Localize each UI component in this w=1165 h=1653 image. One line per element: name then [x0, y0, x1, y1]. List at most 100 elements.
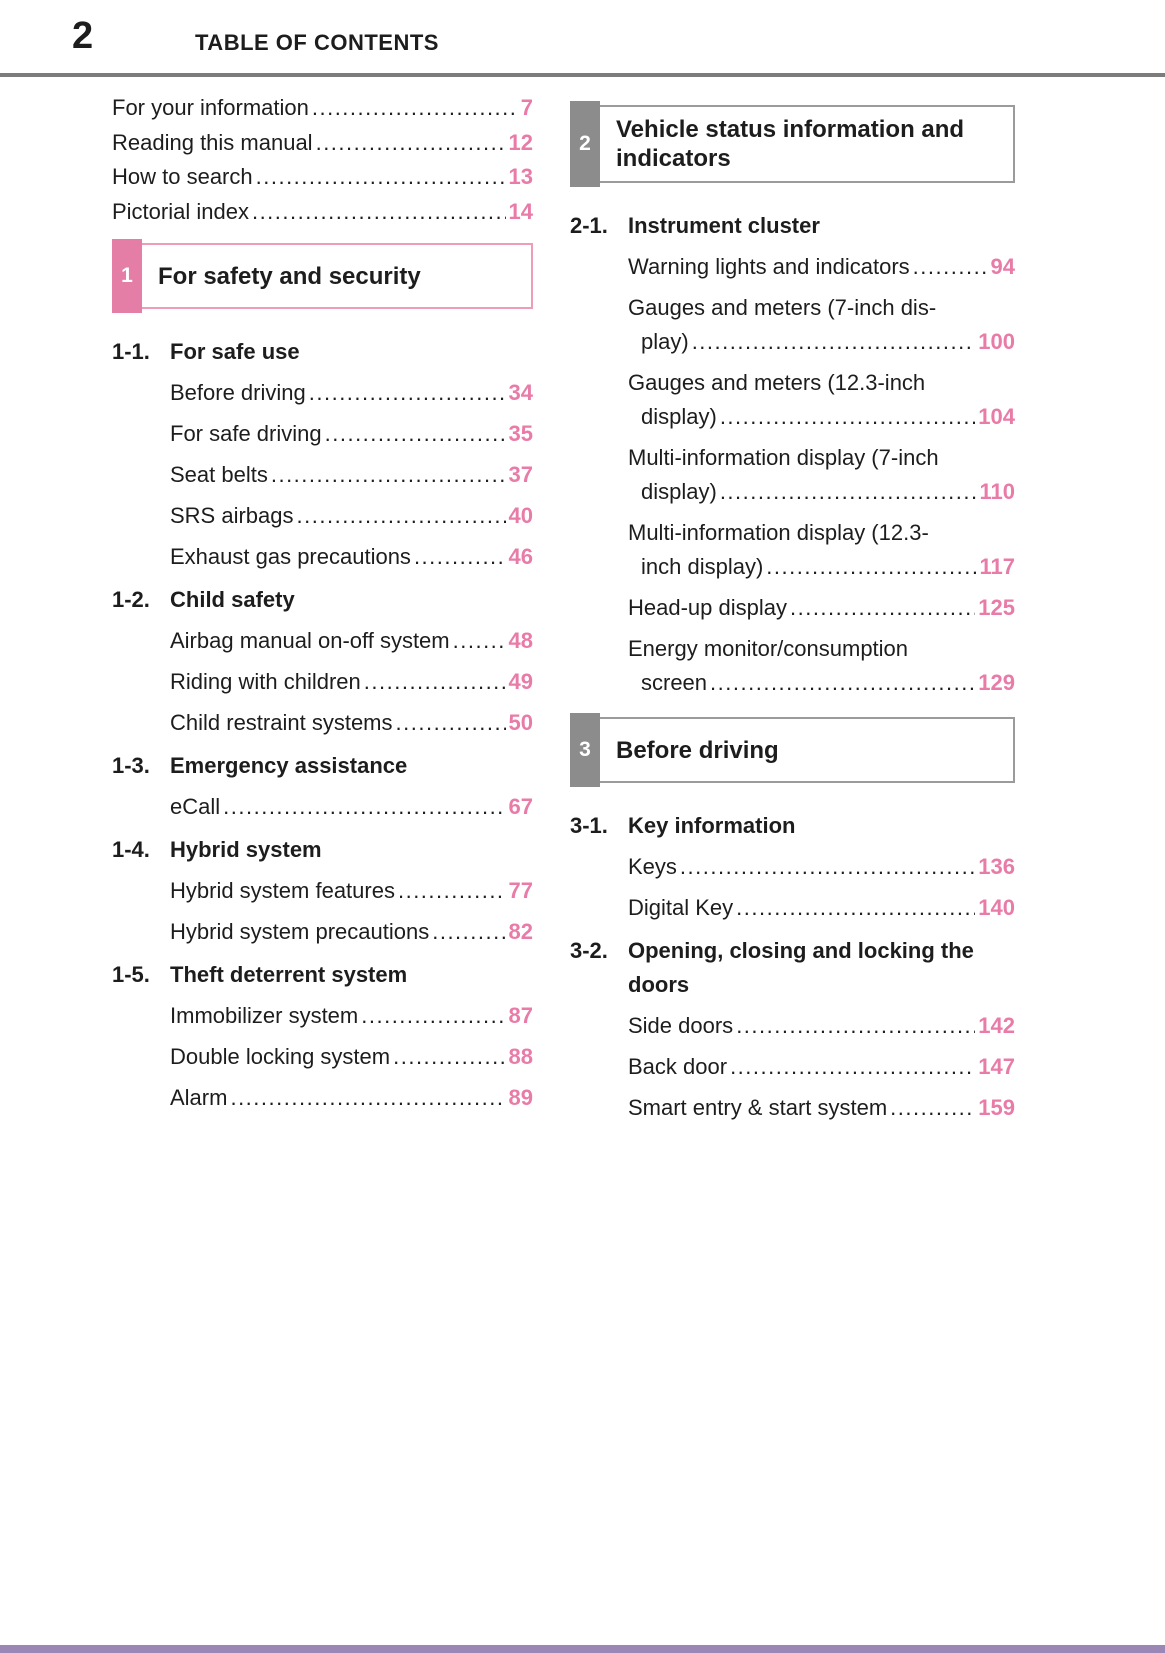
footer-accent-bar [0, 1645, 1165, 1653]
entry-line: Child restraint systems.................… [170, 706, 533, 740]
dot-leader: ........................................… [452, 627, 506, 653]
entry-line: Head-up display.........................… [628, 591, 1015, 625]
entry-line: Immobilizer system......................… [170, 999, 533, 1033]
toc-entry: Keys....................................… [570, 846, 1015, 887]
toc-entry: Warning lights and indicators...........… [570, 246, 1015, 287]
toc-page-number: 37 [508, 461, 533, 487]
subsection-heading: 3-1. Key information [570, 805, 1015, 846]
toc-entry: Side doors..............................… [570, 1005, 1015, 1046]
toc-page-number: 40 [508, 502, 533, 528]
toc-page-number: 48 [508, 627, 533, 653]
toc-page-number: 94 [990, 253, 1015, 279]
dot-leader: ........................................… [766, 553, 977, 579]
toc-page-number: 13 [508, 164, 533, 189]
subsection-id: 1-3. [112, 752, 150, 778]
toc-entry-label: play) [641, 328, 689, 354]
dot-leader: ........................................… [432, 918, 505, 944]
toc-entry: For safe driving........................… [112, 413, 533, 454]
toc-entry: Riding with children....................… [112, 661, 533, 702]
subsection-id: 1-4. [112, 836, 150, 862]
subsection-title: Child safety [170, 586, 295, 612]
dot-leader: ........................................… [296, 502, 506, 528]
toc-page-number: 159 [978, 1094, 1015, 1120]
subsection-id: 1-1. [112, 338, 150, 364]
toc-entry-label: Multi-information display (12.3- [628, 519, 929, 545]
toc-entry: Immobilizer system......................… [112, 995, 533, 1036]
page-number: 2 [72, 15, 94, 57]
toc-entry: How to search...........................… [112, 160, 533, 195]
toc-page-number: 87 [508, 1002, 533, 1028]
entry-line: Airbag manual on-off system.............… [170, 624, 533, 658]
entry-line: Multi-information display (12.3- [628, 516, 1015, 550]
entry-line: Before driving..........................… [170, 376, 533, 410]
toc-entry-label: Hybrid system features [170, 877, 395, 903]
toc-page-number: 67 [508, 793, 533, 819]
entry-line: Digital Key.............................… [628, 891, 1015, 925]
toc-entry: Hybrid system features..................… [112, 870, 533, 911]
dot-leader: ........................................… [912, 253, 988, 279]
section-banner: 3 Before driving [570, 713, 1015, 787]
toc-entry: Seat belts..............................… [112, 454, 533, 495]
dot-leader: ........................................… [395, 709, 506, 735]
dot-leader: ........................................… [679, 853, 975, 879]
toc-entry-label: Multi-information display (7-inch [628, 444, 939, 470]
toc-entry: Digital Key.............................… [570, 887, 1015, 928]
entry-line: SRS airbags.............................… [170, 499, 533, 533]
entry-line: display)................................… [628, 475, 1015, 509]
toc-entry-label: Gauges and meters (7-inch dis- [628, 294, 937, 320]
entry-line: Riding with children....................… [170, 665, 533, 699]
toc-page-number: 89 [508, 1084, 533, 1110]
toc-page-number: 77 [508, 877, 533, 903]
toc-page-number: 35 [508, 420, 533, 446]
toc-page-number: 117 [979, 553, 1016, 579]
front-matter: For your information....................… [112, 91, 533, 229]
entry-line: Gauges and meters (7-inch dis- [628, 291, 1015, 325]
toc-entry-label: Alarm [170, 1084, 228, 1110]
section-number: 2 [579, 132, 591, 155]
subsection-heading: 1-3. Emergency assistance [112, 745, 533, 786]
toc-entry-label: Energy monitor/consumption [628, 635, 909, 661]
toc-entry-label: Smart entry & start system [628, 1094, 888, 1120]
section-tab: 2 [570, 101, 600, 187]
toc-page-number: 110 [979, 478, 1016, 504]
toc-page-number: 140 [978, 894, 1015, 920]
toc-entry-label: Reading this manual [112, 129, 313, 155]
toc-entry-label: eCall [170, 793, 221, 819]
entry-line: play)...................................… [628, 325, 1015, 359]
toc-entry-label: display) [641, 478, 717, 504]
entry-line: eCall...................................… [170, 790, 533, 824]
column-right: 2 Vehicle status information and indicato… [570, 79, 1015, 1128]
toc-page-number: 49 [508, 668, 533, 694]
toc-entry-label: Side doors [628, 1012, 734, 1038]
toc-entry-label: screen [641, 669, 708, 695]
dot-leader: ........................................… [270, 461, 506, 487]
dot-leader: ........................................… [789, 594, 975, 620]
toc-entry-label: Immobilizer system [170, 1002, 359, 1028]
toc-entry-label: Airbag manual on-off system [170, 627, 450, 653]
subsection-heading: 2-1. Instrument cluster [570, 205, 1015, 246]
toc-page-number: 147 [978, 1053, 1015, 1079]
dot-leader: ........................................… [255, 164, 506, 189]
toc-entry-label: Exhaust gas precautions [170, 543, 411, 569]
entry-line: Side doors..............................… [628, 1009, 1015, 1043]
toc-entry-label: Head-up display [628, 594, 787, 620]
subsection-title: Instrument cluster [628, 212, 820, 238]
toc-entry: Pictorial index.........................… [112, 195, 533, 230]
section-banner: 2 Vehicle status information and indicato… [570, 101, 1015, 187]
toc-entry-label: display) [641, 403, 717, 429]
toc-entry-label: How to search [112, 164, 253, 189]
dot-leader: ........................................… [361, 1002, 506, 1028]
dot-leader: ........................................… [308, 379, 506, 405]
section-number: 3 [579, 738, 591, 761]
dot-leader: ........................................… [719, 403, 975, 429]
header-rule [0, 73, 1165, 77]
toc-entry-label: Pictorial index [112, 198, 249, 224]
toc-entry-label: Digital Key [628, 894, 734, 920]
toc-columns: For your information....................… [0, 79, 1015, 1128]
entry-line: Energy monitor/consumption [628, 632, 1015, 666]
toc-entry-label: Hybrid system precautions [170, 918, 430, 944]
toc-entry: SRS airbags.............................… [112, 495, 533, 536]
toc-entry: Energy monitor/consumption screen........… [570, 628, 1015, 703]
toc-page-number: 82 [508, 918, 533, 944]
toc-page-number: 12 [508, 129, 533, 155]
